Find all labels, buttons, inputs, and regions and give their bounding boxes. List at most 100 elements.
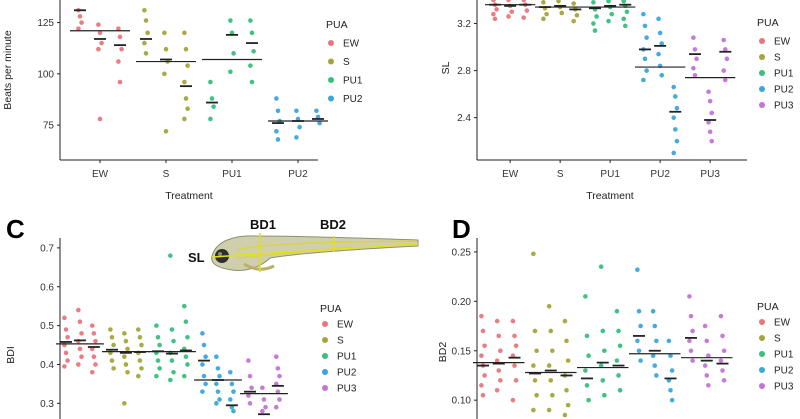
panel-a-point-ew [97, 116, 103, 122]
panel-c-legend-title: PUA [320, 303, 342, 315]
panel-a-point-s [185, 63, 190, 68]
panel-b-point-s [541, 0, 546, 5]
panel-b-legend-label-s: S [774, 53, 781, 64]
panel-c-point-ew [89, 323, 95, 328]
panel-b-point-pu2 [641, 11, 646, 17]
panel-b-point-pu3 [692, 72, 698, 78]
panel-b-point-ew [524, 8, 530, 13]
panel-d-point-pu1 [617, 343, 623, 349]
panel-c-legend-label-pu2: PU2 [337, 368, 357, 379]
panel-a-point-pu1 [228, 18, 233, 23]
panel-d-point-ew [510, 397, 516, 403]
zebrafish-larva-illustration: SL BD1 BD2 [188, 217, 419, 272]
panel-a-point-ew [79, 20, 84, 25]
panel-d-point-ew [513, 378, 519, 383]
panel-b-point-s [574, 12, 580, 18]
panel-a-point-pu1 [251, 48, 256, 54]
panel-a-point-pu2 [295, 116, 301, 122]
panel-a-point-pu1 [248, 63, 253, 68]
panel-b-ytick-label: 2.4 [457, 113, 471, 124]
panel-c-point-s [135, 373, 141, 379]
panel-a-xtick-label: S [163, 169, 170, 180]
panel-a-point-pu2 [317, 120, 322, 126]
panel-b-ytick-label: 3.2 [457, 19, 471, 30]
panel-b-point-pu3 [709, 138, 715, 144]
panel-c-point-pu3 [261, 397, 267, 402]
panel-b-xtick-label: EW [502, 169, 519, 180]
panel-c-letter: C [6, 214, 25, 244]
panel-a-xtick-label: PU2 [288, 169, 308, 180]
panel-c-point-pu1 [171, 369, 176, 375]
panel-d-point-pu3 [721, 348, 727, 354]
panel-b-point-pu2 [656, 51, 661, 57]
panel-b-point-pu2 [673, 94, 678, 99]
panel-b-xtick-label: PU1 [600, 169, 620, 180]
panel-d-point-s [546, 303, 552, 309]
panel-d-point-ew [480, 392, 486, 398]
panel-d-point-ew [494, 387, 500, 393]
panel-b-point-pu1 [621, 0, 627, 4]
panel-b-legend-swatch-ew [759, 38, 765, 44]
panel-c-point-pu1 [168, 253, 173, 258]
panel-d: D BD2 0.10 0.15 0.20 0.25 PUA EW S PU1 PU2 PU3 [437, 214, 794, 419]
panel-a-point-s [142, 40, 147, 46]
panel-d-point-pu2 [652, 363, 658, 368]
panel-a-point-pu2 [275, 108, 281, 114]
panel-d-ylabel: BD2 [437, 342, 449, 363]
panel-d-point-pu2 [666, 338, 672, 344]
panel-b-legend-swatch-pu2 [759, 86, 765, 92]
panel-c-legend-swatch-pu2 [322, 369, 328, 375]
panel-a-xlabel: Treatment [165, 190, 213, 202]
panel-d-point-s [564, 387, 569, 393]
panel-b-point-pu2 [656, 16, 661, 22]
panel-c-legend-swatch-pu3 [322, 385, 328, 391]
panel-a-legend-label-pu1: PU1 [343, 76, 363, 87]
panel-b-point-ew [492, 16, 498, 22]
panel-d-point-pu1 [583, 294, 588, 299]
panel-c-point-ew [76, 307, 81, 313]
panel-d-legend-swatch-s [759, 335, 765, 341]
panel-a-ytick-label: 100 [37, 69, 54, 80]
panel-d-point-pu1 [598, 264, 604, 270]
panel-b-xlabel: Treatment [586, 190, 634, 202]
panel-d-point-ew [482, 343, 487, 349]
panel-c-point-pu3 [246, 393, 251, 398]
panel-b-point-s [571, 1, 577, 6]
panel-a-legend-swatch-pu2 [328, 95, 334, 102]
panel-c-point-pu3 [246, 358, 251, 363]
panel-a-point-s [143, 51, 149, 56]
panel-d-legend-swatch-pu1 [759, 351, 765, 357]
panel-a-point-pu1 [249, 79, 255, 85]
panel-d-point-s [532, 378, 538, 383]
panel-a-ytick-label: 75 [43, 121, 55, 132]
panel-c-point-pu1 [157, 342, 162, 348]
panel-b-point-ew [491, 11, 496, 17]
panel-a-point-pu2 [314, 108, 319, 114]
panel-c-point-pu1 [185, 362, 190, 367]
panel-c-point-pu2 [231, 389, 236, 394]
panel-d-point-pu3 [720, 333, 725, 339]
panel-d-point-pu2 [654, 338, 659, 344]
annotation-bd2: BD2 [320, 217, 346, 232]
panel-b-point-pu2 [641, 77, 646, 83]
panel-d-point-ew [496, 333, 502, 339]
panel-b-point-s [544, 11, 549, 17]
panel-c-point-pu1 [185, 334, 190, 340]
panel-a-point-s [142, 7, 147, 13]
panel-d-legend-label-pu1: PU1 [774, 350, 794, 361]
panel-c-point-ew [79, 331, 84, 336]
panel-b-legend-swatch-pu1 [759, 70, 765, 76]
panel-c-ytick-label: 0.7 [40, 243, 54, 254]
panel-c-point-pu1 [171, 338, 176, 344]
panel-c-point-pu2 [217, 397, 222, 402]
panel-a-point-ew [116, 26, 121, 32]
panel-b-point-pu1 [592, 28, 598, 33]
panel-a-point-s [182, 30, 187, 36]
panel-d-point-ew [498, 348, 503, 354]
panel-c-point-ew [62, 364, 67, 369]
panel-a-legend-swatch-pu1 [328, 77, 334, 83]
panel-d-point-pu3 [688, 348, 694, 354]
panel-c-point-pu2 [217, 373, 222, 379]
panel-c-point-pu1 [183, 319, 189, 325]
